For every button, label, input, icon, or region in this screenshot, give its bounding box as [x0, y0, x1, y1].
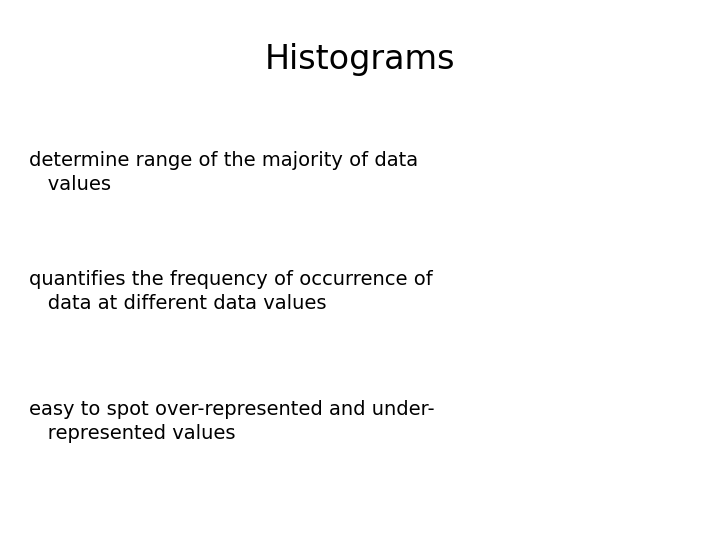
Text: easy to spot over-represented and under-
   represented values: easy to spot over-represented and under-…: [29, 400, 434, 443]
Text: quantifies the frequency of occurrence of
   data at different data values: quantifies the frequency of occurrence o…: [29, 270, 433, 313]
Text: Histograms: Histograms: [265, 43, 455, 76]
Text: determine range of the majority of data
   values: determine range of the majority of data …: [29, 151, 418, 194]
